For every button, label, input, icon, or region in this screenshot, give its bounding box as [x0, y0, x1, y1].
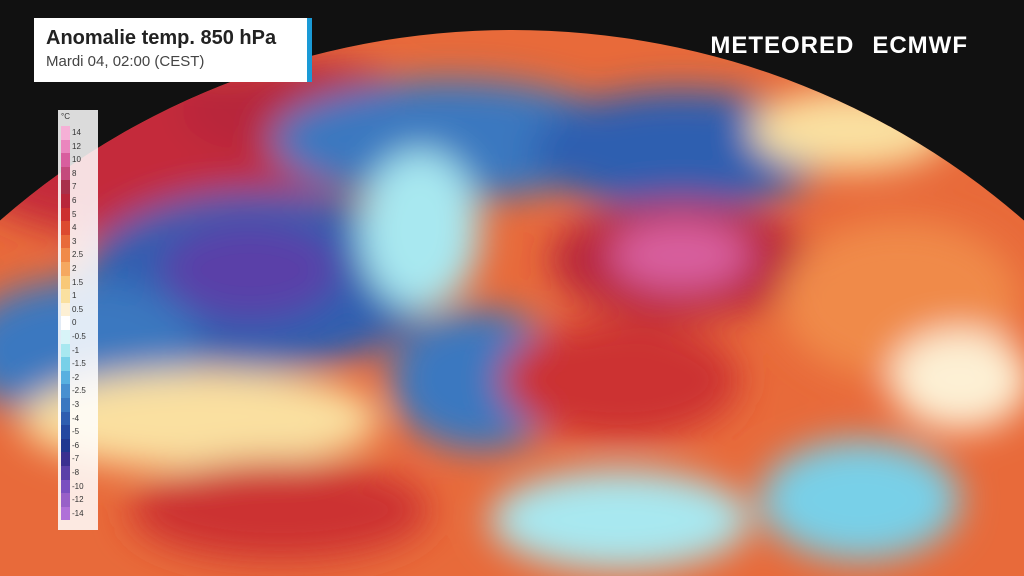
legend-label: 2.5: [72, 250, 84, 260]
legend-swatch: [61, 330, 70, 344]
subtitle: Mardi 04, 02:00 (CEST): [46, 53, 205, 70]
legend-label: -8: [72, 468, 80, 477]
legend-label: -12: [72, 495, 84, 505]
legend-label: 1.5: [72, 277, 84, 287]
legend-row: 7: [58, 180, 98, 194]
legend-label: -5: [72, 427, 80, 437]
legend-swatch: [61, 425, 70, 439]
legend-label: 0: [72, 318, 77, 328]
legend-row: 2.5: [58, 248, 98, 262]
legend-row: 1.5: [58, 275, 98, 290]
legend-swatch: [61, 207, 70, 222]
legend-swatch: [61, 166, 70, 181]
legend-label: -2.5: [72, 386, 86, 396]
legend-row: 2: [58, 262, 98, 276]
legend-label: 12: [72, 141, 81, 151]
legend-swatch: [61, 275, 70, 290]
legend-label: -4: [72, 413, 80, 423]
legend-row: -10: [58, 479, 98, 494]
legend-label: -14: [72, 508, 84, 518]
legend-row: -2.5: [58, 384, 98, 398]
legend-row: 5: [58, 207, 98, 222]
legend-row: -8: [58, 466, 98, 480]
legend-label: 2: [72, 264, 77, 273]
legend-row: 6: [58, 194, 98, 208]
legend-swatch: [61, 384, 70, 398]
legend-row: -2: [58, 370, 98, 385]
legend-swatch: [61, 316, 70, 330]
legend-row: 10: [58, 153, 98, 167]
legend-swatch: [61, 452, 70, 466]
legend-swatch: [61, 343, 70, 358]
legend-label: 0.5: [72, 304, 84, 314]
legend-label: -6: [72, 440, 80, 450]
legend-label: -0.5: [72, 332, 86, 341]
legend-swatch: [61, 234, 70, 249]
legend-swatch: [61, 289, 70, 303]
legend-swatch: [61, 357, 70, 371]
legend-swatch: [61, 139, 70, 154]
legend-label: 6: [72, 196, 77, 205]
legend-row: 0.5: [58, 302, 98, 317]
legend-row: 1: [58, 289, 98, 303]
legend-row: -1.5: [58, 357, 98, 371]
legend-row: -5: [58, 425, 98, 439]
legend-swatch: [61, 302, 70, 317]
legend-label: -1: [72, 345, 80, 355]
legend-label: 5: [72, 209, 77, 219]
legend-swatch: [61, 248, 70, 262]
legend-label: -10: [72, 481, 84, 491]
legend-unit: °C: [61, 112, 70, 121]
legend-label: -2: [72, 372, 80, 382]
legend-label: 3: [72, 236, 77, 246]
legend-label: -1.5: [72, 359, 86, 369]
legend-label: 14: [72, 128, 81, 137]
legend-label: -3: [72, 400, 80, 409]
legend-row: -7: [58, 452, 98, 466]
logo: METEORED: [710, 32, 855, 59]
legend-swatch: [61, 466, 70, 480]
legend-label: 8: [72, 168, 77, 178]
title-box: Anomalie temp. 850 hPa Mardi 04, 02:00 (…: [34, 18, 312, 82]
legend-label: 7: [72, 182, 77, 192]
legend-swatch: [61, 153, 70, 167]
legend-label: 4: [72, 223, 77, 233]
legend-row: -1: [58, 343, 98, 358]
legend-row: -12: [58, 493, 98, 507]
legend-row: 0: [58, 316, 98, 330]
legend-row: -4: [58, 411, 98, 426]
legend-row: 14: [58, 126, 98, 140]
legend-swatch: [61, 493, 70, 507]
legend-row: -6: [58, 438, 98, 453]
legend-swatch: [61, 126, 70, 140]
legend-swatch: [61, 398, 70, 412]
legend-swatch: [61, 180, 70, 194]
legend-label: 10: [72, 155, 81, 165]
legend-row: 12: [58, 139, 98, 154]
legend-swatch: [61, 411, 70, 426]
legend-swatch: [61, 262, 70, 276]
legend-swatch: [61, 438, 70, 453]
logos: METEORED ECMWF: [710, 32, 968, 60]
legend-row: 3: [58, 234, 98, 249]
legend-swatch: [61, 479, 70, 494]
legend-swatch: [61, 506, 70, 521]
legend: °C 14 12 10 8 7 6 5 4 3 2.5 2 1.5 1 0.5 0 -0.5 -1 -1.5 -2 -…: [58, 110, 98, 530]
legend-row: -14: [58, 506, 98, 521]
legend-swatch: [61, 221, 70, 235]
legend-row: -3: [58, 398, 98, 412]
legend-row: 4: [58, 221, 98, 235]
legend-swatch: [61, 370, 70, 385]
legend-label: -7: [72, 454, 80, 464]
logo: ECMWF: [872, 32, 968, 59]
title: Anomalie temp. 850 hPa: [46, 27, 277, 49]
legend-swatch: [61, 194, 70, 208]
legend-label: 1: [72, 291, 77, 301]
legend-row: -0.5: [58, 330, 98, 344]
legend-row: 8: [58, 166, 98, 181]
